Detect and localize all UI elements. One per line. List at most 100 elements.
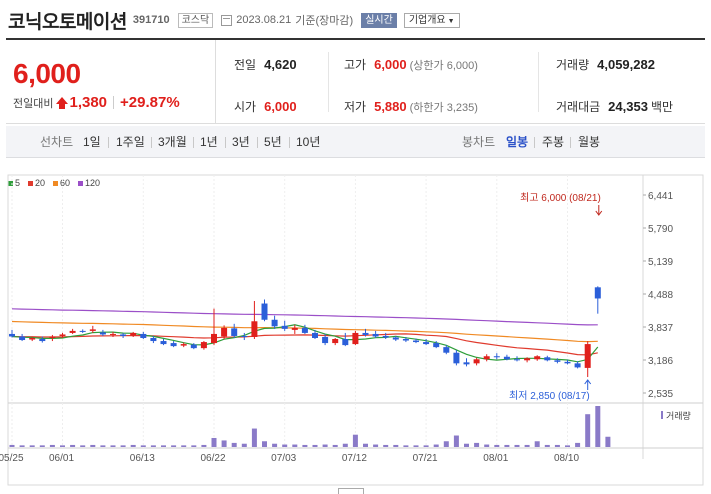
volume-bar xyxy=(302,444,308,447)
stat-label: 거래량 xyxy=(556,58,590,72)
calendar-icon xyxy=(221,14,233,26)
volume-bar xyxy=(29,445,35,447)
candle-weekly-tab[interactable]: 주봉 xyxy=(542,135,565,149)
stat-low: 저가 5,880 (하한가 3,235) xyxy=(344,98,478,115)
volume-bar xyxy=(120,445,126,447)
candle-body xyxy=(402,339,409,341)
range-5y-tab[interactable]: 5년 xyxy=(264,135,282,149)
candle-body xyxy=(342,339,349,346)
y-tick-label: 6,441 xyxy=(648,191,673,202)
volume-bar xyxy=(221,440,227,447)
stat-value: 4,059,282 xyxy=(597,57,655,72)
x-tick-label: 06/01 xyxy=(49,453,74,464)
volume-bar xyxy=(342,443,348,447)
realtime-button[interactable]: 실시간 xyxy=(361,12,397,28)
ma-legend: 5 20 60 120 xyxy=(8,178,100,188)
candle-body xyxy=(503,356,510,360)
volume-bar xyxy=(171,445,177,447)
range-1y-tab[interactable]: 1년 xyxy=(200,135,218,149)
volume-legend-swatch xyxy=(661,411,663,419)
legend-label: 60 xyxy=(60,178,71,188)
volume-bar xyxy=(413,445,419,447)
volume-bar xyxy=(352,434,358,447)
high-arrowhead-icon xyxy=(595,210,603,216)
candle-body xyxy=(271,319,278,327)
volume-bar xyxy=(403,445,409,447)
volume-bar xyxy=(312,444,318,447)
volume-bar xyxy=(423,445,429,447)
candle-body xyxy=(251,321,258,337)
candle-body xyxy=(39,339,46,342)
stock-name: 코닉오토메이션 xyxy=(8,11,127,33)
x-tick-label: 07/21 xyxy=(413,453,438,464)
volume-bar xyxy=(150,445,156,447)
candle-body xyxy=(89,329,96,331)
candle-body xyxy=(352,332,359,345)
volume-bar xyxy=(231,442,237,447)
legend-swatch xyxy=(28,180,34,186)
scroll-handle[interactable] xyxy=(338,488,364,494)
volume-bar xyxy=(605,436,611,447)
volume-bar xyxy=(494,444,500,447)
volume-bar xyxy=(373,444,379,447)
stat-unit: 백만 xyxy=(650,100,674,114)
y-tick-label: 3,837 xyxy=(648,323,673,334)
candle-body xyxy=(483,356,490,360)
candle-body xyxy=(473,359,480,364)
x-tick-label: 07/12 xyxy=(342,453,367,464)
candle-body xyxy=(463,362,470,365)
candle-body xyxy=(594,287,601,299)
candle-body xyxy=(150,338,157,342)
x-tick-label: 07/03 xyxy=(271,453,296,464)
legend-swatch xyxy=(78,180,84,186)
ma120-line xyxy=(11,308,598,326)
price-change-pct: +29.87% xyxy=(120,94,180,111)
price-panel: 6,000 전일대비 1,380 +29.87% 전일 4,620 시가 6,0… xyxy=(6,38,705,124)
company-overview-dropdown[interactable]: 기업개요 ▼ xyxy=(403,12,460,28)
candle-body xyxy=(120,334,127,336)
candle-body xyxy=(69,330,76,333)
stock-header: 코닉오토메이션 391710 코스닥 2023.08.21 기준(장마감) 실시… xyxy=(8,6,460,34)
low-arrowhead-icon xyxy=(584,379,592,385)
volume-bar xyxy=(262,441,267,447)
stat-value: 4,620 xyxy=(264,57,297,72)
volume-bar xyxy=(383,444,389,447)
volume-bar xyxy=(272,443,278,447)
volume-bar xyxy=(60,445,65,447)
candle-chart-label: 봉차트 xyxy=(462,135,496,149)
range-1w-tab[interactable]: 1주일 xyxy=(116,135,145,149)
candle-body xyxy=(79,330,86,332)
stat-value: 24,353 xyxy=(608,99,648,114)
volume-bar xyxy=(181,445,187,447)
candle-body xyxy=(544,357,551,361)
candle-body xyxy=(534,356,541,360)
legend-item-ma120: 120 xyxy=(78,178,100,188)
candle-body xyxy=(514,359,520,361)
candle-body xyxy=(110,333,116,335)
volume-bar xyxy=(9,444,15,447)
candle-body xyxy=(332,339,339,344)
candle-body xyxy=(190,344,197,349)
candle-body xyxy=(140,333,147,338)
stat-label: 거래대금 xyxy=(556,100,601,114)
candle-daily-tab[interactable]: 일봉 xyxy=(506,135,529,149)
legend-label: 120 xyxy=(85,178,101,188)
candle-monthly-tab[interactable]: 월봉 xyxy=(578,135,601,149)
volume-bar xyxy=(474,442,480,447)
divider xyxy=(193,137,194,148)
y-tick-label: 2,535 xyxy=(648,389,673,400)
up-arrow-icon xyxy=(56,97,69,109)
stat-value: 5,880 xyxy=(374,99,407,114)
range-3m-tab[interactable]: 3개월 xyxy=(158,135,187,149)
change-label: 전일대비 xyxy=(13,97,54,110)
divider xyxy=(151,137,152,148)
price-change: 1,380 xyxy=(69,94,108,111)
stat-value: 6,000 xyxy=(374,57,407,72)
range-3y-tab[interactable]: 3년 xyxy=(232,135,250,149)
volume-bar xyxy=(39,445,45,447)
range-1d-tab[interactable]: 1일 xyxy=(83,135,101,149)
legend-label: 20 xyxy=(35,178,46,188)
range-10y-tab[interactable]: 10년 xyxy=(296,135,321,149)
low-annotation: 최저 2,850 (08/17) xyxy=(509,390,590,402)
